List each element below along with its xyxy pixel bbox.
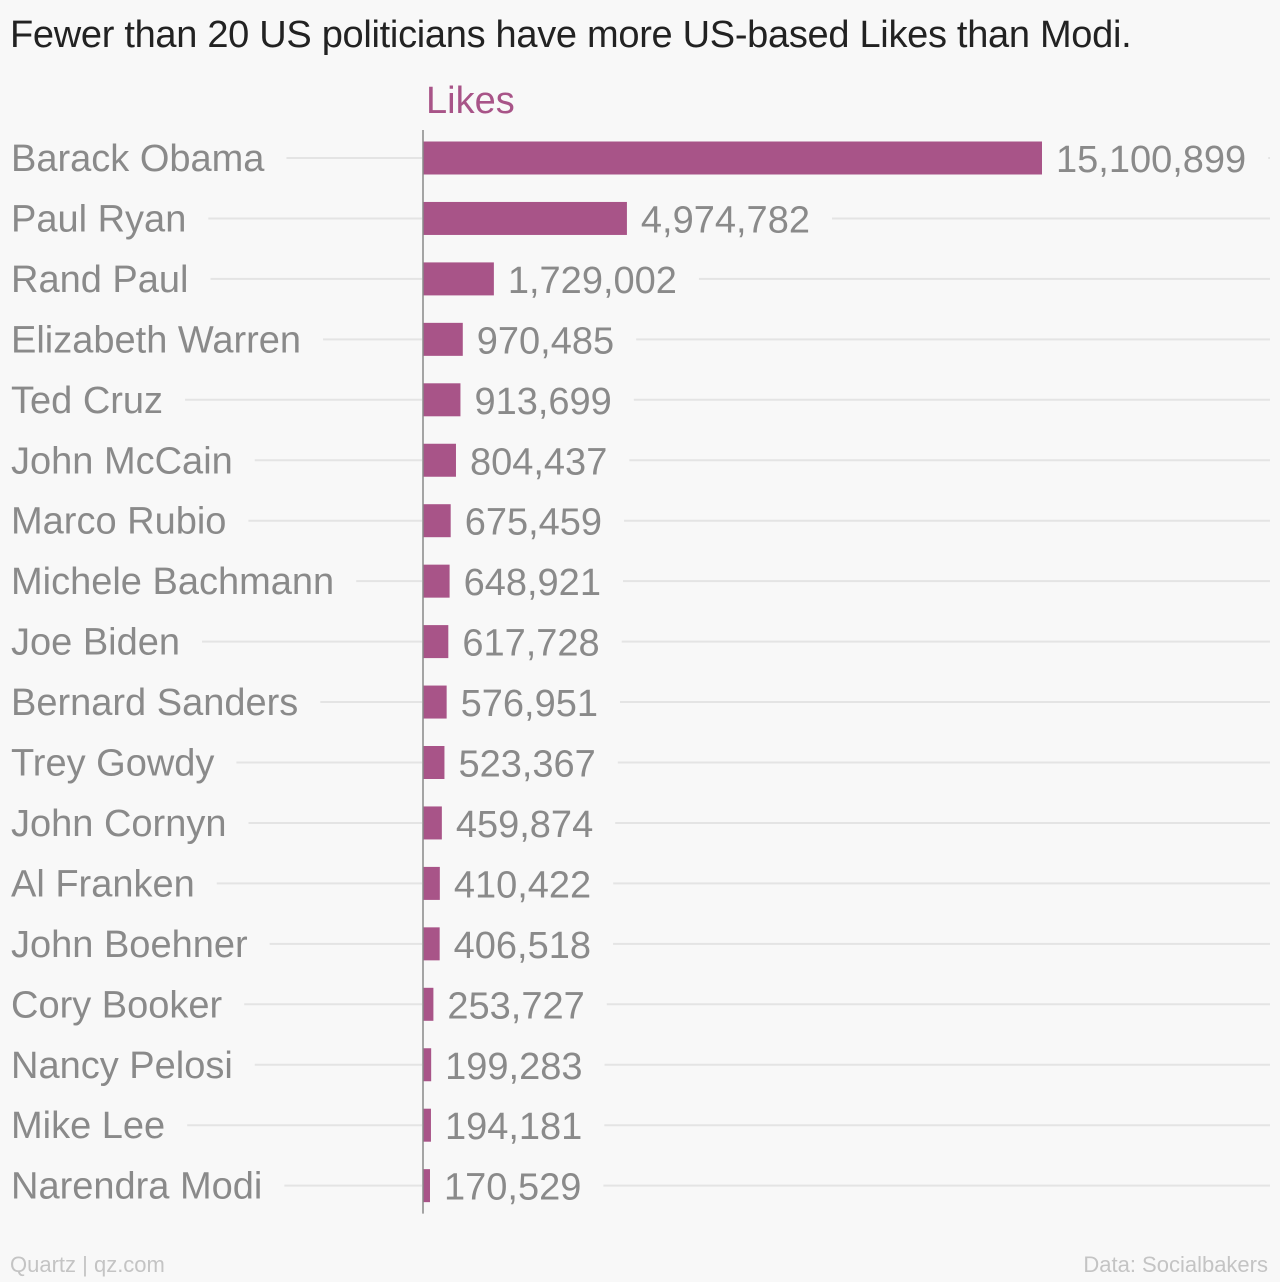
value-label: 804,437 [470,441,607,483]
category-label: Paul Ryan [11,198,186,240]
bar [423,625,449,659]
bar-chart: Likes Barack Obama 15,100,899 Paul Ryan 4,97… [11,80,1270,1214]
bar [423,987,434,1021]
bar [423,141,1042,175]
bar [423,262,494,296]
value-label: 194,181 [445,1106,582,1148]
labels: Likes Barack Obama 15,100,899 Paul Ryan 4,97… [11,80,1246,1209]
category-label: Narendra Modi [11,1166,262,1208]
bar [423,443,456,477]
bars [423,141,1042,1203]
value-label: 576,951 [461,683,598,725]
bar [423,746,445,779]
value-label: 406,518 [454,925,591,967]
value-label: 617,728 [462,623,599,665]
category-label: Joe Biden [11,622,180,664]
category-label: Nancy Pelosi [11,1045,233,1087]
bar [423,504,451,538]
value-label: 199,283 [445,1046,582,1088]
value-label: 648,921 [464,562,601,604]
category-label: Al Franken [11,863,195,905]
bar [423,564,450,598]
category-label: John McCain [11,440,233,482]
gridlines [185,157,1270,1187]
bar [423,1169,430,1203]
category-label: John Boehner [11,924,248,966]
value-label: 410,422 [454,864,591,906]
value-label: 523,367 [458,744,595,786]
bar [423,866,440,900]
category-label: Trey Gowdy [11,743,214,785]
bar [423,927,440,961]
value-label: 459,874 [456,804,593,846]
value-label: 253,727 [447,985,584,1027]
series-label: Likes [426,80,515,122]
category-label: John Cornyn [11,803,226,845]
category-label: Rand Paul [11,259,188,301]
value-label: 15,100,899 [1056,139,1246,181]
value-label: 675,459 [465,502,602,544]
value-label: 970,485 [477,320,614,362]
bar [423,383,461,417]
source-credit: Quartz | qz.com [10,1252,165,1277]
data-source: Data: Socialbakers [1083,1252,1268,1277]
chart-title: Fewer than 20 US politicians have more U… [10,14,1132,56]
category-label: Marco Rubio [11,501,226,543]
bar [423,1108,431,1142]
value-label: 170,529 [444,1167,581,1209]
bar [423,685,447,719]
bar [423,322,463,356]
category-label: Michele Bachmann [11,561,334,603]
value-label: 4,974,782 [641,199,810,241]
category-label: Bernard Sanders [11,682,298,724]
bar [423,806,442,840]
category-label: Mike Lee [11,1105,165,1147]
category-label: Ted Cruz [11,380,163,422]
category-label: Cory Booker [11,984,223,1026]
category-label: Elizabeth Warren [11,319,301,361]
category-label: Barack Obama [11,138,265,180]
value-label: 1,729,002 [508,260,677,302]
bar [423,1048,432,1082]
value-label: 913,699 [474,381,611,423]
bar [423,201,627,235]
